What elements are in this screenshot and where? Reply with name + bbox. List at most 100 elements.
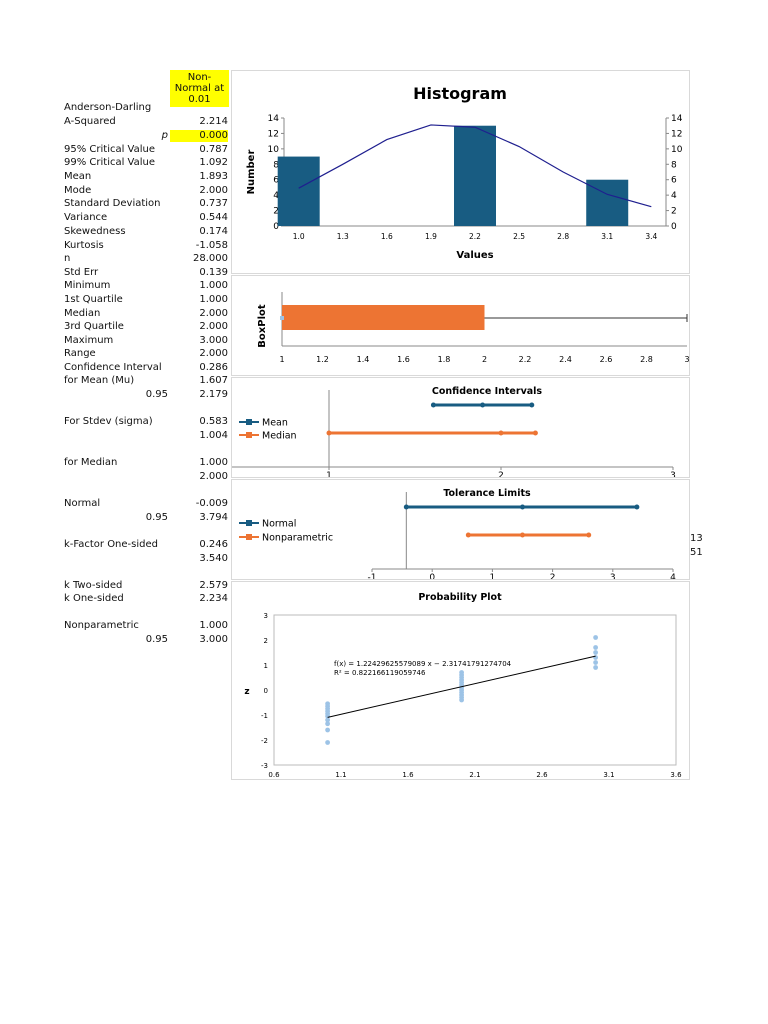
y-tick-label-left: 8 [273, 160, 279, 170]
interval-point [520, 532, 525, 538]
histogram-panel: Histogram 0 0 2 2 4 4 6 6 8 8 10 10 12 12 14 14 1.0 1.3 1.6… [231, 70, 690, 274]
legend-marker [246, 419, 252, 425]
box [282, 305, 485, 330]
stat-value: 1.092 [199, 157, 228, 168]
chart-title: Probability Plot [418, 592, 502, 603]
x-tick-label: 1.4 [357, 355, 370, 364]
probability-point [325, 727, 330, 733]
confidence-intervals-panel: Confidence Intervals 1 2 3 Mean Median [157, 377, 690, 481]
y-tick-label: 2 [264, 637, 268, 645]
y-tick-label-left: 4 [273, 191, 279, 201]
x-tick-label: 2.8 [557, 232, 569, 241]
interval-point [520, 504, 525, 510]
x-tick-label: 1.0 [293, 232, 305, 241]
stat-label: p [161, 130, 168, 141]
stat-label: for Mean (Mu) [64, 375, 135, 386]
interval-point [634, 504, 640, 510]
x-tick-label: 1.2 [316, 355, 329, 364]
legend-marker [246, 520, 252, 526]
y-tick-label: 1 [264, 662, 268, 670]
stat-value: 1.607 [199, 375, 228, 386]
x-tick-label: 3 [610, 573, 616, 579]
x-tick-label: 1 [326, 471, 332, 477]
probability-point [325, 721, 330, 727]
stat-label: Mean [64, 171, 92, 182]
chart-title: Tolerance Limits [443, 488, 531, 499]
stat-value: 1.004 [199, 430, 228, 441]
interval-point [586, 532, 592, 538]
histogram-bar [454, 125, 496, 226]
stat-value: 3.000 [199, 634, 228, 645]
stat-value: 2.000 [199, 308, 228, 319]
stat-label: 0.95 [145, 634, 168, 645]
stat-value: 3.794 [199, 512, 228, 523]
stat-value: 1.000 [199, 620, 228, 631]
y-axis-label: z [244, 687, 249, 697]
clipped-fragment-a: 13 [690, 533, 703, 544]
plot-area [273, 614, 677, 766]
stat-value: 2.000 [199, 185, 228, 196]
legend-label: Nonparametric [262, 533, 333, 544]
stat-label: Nonparametric [64, 620, 139, 631]
x-tick-label: 4 [670, 573, 676, 579]
x-tick-label: 2.4 [559, 355, 572, 364]
stat-label: Mode [64, 185, 92, 196]
interval-point [529, 402, 535, 408]
x-tick-label: 2 [482, 355, 487, 364]
probability-point [325, 701, 330, 707]
stat-value: 1.000 [199, 280, 228, 291]
stat-value: 3.540 [199, 553, 228, 564]
interval-point [326, 430, 332, 436]
y-tick-label-right: 4 [671, 191, 677, 201]
stat-label: k One-sided [64, 593, 124, 604]
x-tick-label: 3.1 [603, 771, 614, 779]
probability-plot-chart: Probability Plot -3 -2 -1 0 1 2 3 0.6 1.1 1.6 2.1 2.… [244, 592, 682, 779]
stat-label: for Median [64, 457, 118, 468]
probability-plot-panel: Probability Plot -3 -2 -1 0 1 2 3 0.6 1.1 1.6 2.1 2.… [231, 581, 690, 780]
x-tick-label: 0.6 [268, 771, 280, 779]
probability-point [593, 650, 598, 655]
stat-label: Median [64, 308, 101, 319]
trend-equation: f(x) = 1.22429625579089 x − 2.3174179127… [334, 660, 512, 668]
stat-label: Anderson-Darling [64, 102, 152, 113]
header-line-1: Non- [187, 72, 212, 83]
x-tick-label: 1.1 [335, 771, 346, 779]
interval-point [465, 532, 471, 538]
x-tick-label: 3.6 [670, 771, 682, 779]
stat-label: 95% Critical Value [64, 144, 156, 155]
y-tick-label-right: 0 [671, 222, 677, 232]
stat-value: 0.787 [199, 144, 228, 155]
x-tick-label: 3.1 [601, 232, 613, 241]
probability-point [459, 670, 464, 675]
y-tick-label-right: 2 [671, 207, 677, 217]
x-tick-label: 2.6 [600, 355, 613, 364]
stat-value: 0.286 [199, 362, 228, 373]
y-tick-label: 3 [264, 612, 268, 620]
x-tick-label: 1.6 [397, 355, 410, 364]
y-tick-label: -1 [261, 712, 268, 720]
y-tick-label-left: 2 [273, 207, 279, 217]
y-tick-label: -3 [261, 762, 268, 770]
stat-label: 0.95 [145, 389, 168, 400]
confidence-intervals-chart: Confidence Intervals 1 2 3 Mean Median [157, 386, 676, 481]
clipped-fragment-b: 51 [690, 547, 703, 558]
legend-label: Mean [262, 418, 288, 429]
probability-point [593, 655, 598, 660]
stat-label: Standard Deviation [64, 198, 161, 209]
stat-label: 3rd Quartile [64, 321, 124, 332]
stat-label: n [64, 253, 71, 264]
normality-header: Non- Normal at 0.01 [170, 70, 229, 107]
probability-point [593, 660, 598, 665]
y-tick-label-right: 10 [671, 145, 683, 155]
x-tick-label: 1 [490, 573, 496, 579]
x-tick-label: 2.2 [469, 232, 481, 241]
histogram-chart: Histogram 0 0 2 2 4 4 6 6 8 8 10 10 12 12 14 14 1.0 1.3 1.6… [246, 84, 683, 261]
header-line-3: 0.01 [188, 94, 211, 105]
stat-value: 0.139 [199, 267, 228, 278]
y-axis-label: Number [246, 150, 257, 195]
stat-value: 3.000 [199, 335, 228, 346]
stat-label: 99% Critical Value [64, 157, 156, 168]
stat-value: 2.214 [199, 116, 228, 127]
x-tick-label: 1.6 [402, 771, 414, 779]
stat-value: 0.000 [170, 130, 228, 142]
